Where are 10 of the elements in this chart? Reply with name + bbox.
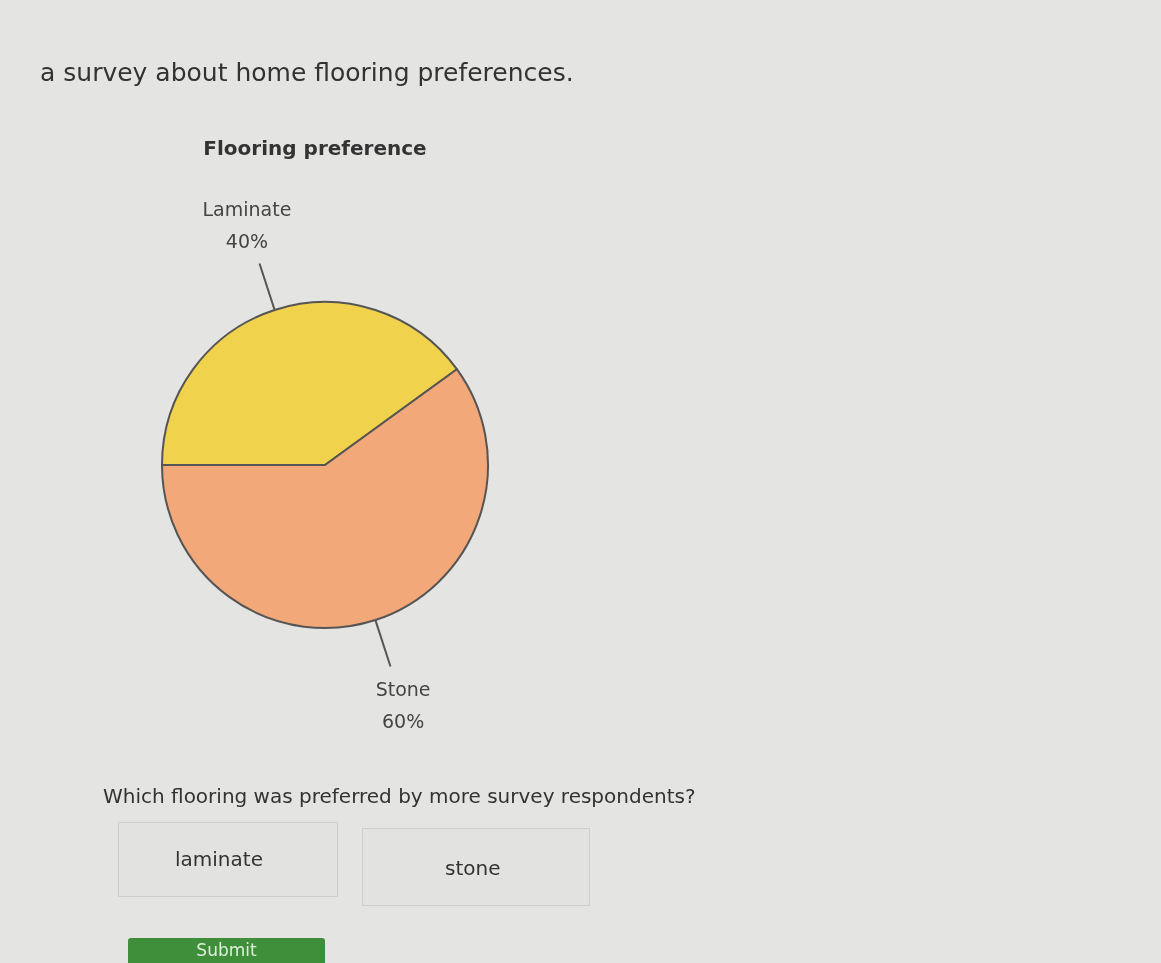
data-label: 60% [381, 710, 425, 733]
answer-button: laminate [118, 822, 338, 897]
submit-button: Submit [128, 938, 325, 963]
answer-button: stone [362, 828, 590, 906]
chart-title: Flooring preference [203, 136, 427, 160]
text: a survey about home flooring preferences. [40, 58, 574, 87]
slice-label: Laminate [202, 197, 292, 220]
slice-label: Stone [375, 678, 431, 701]
data-label: 40% [225, 229, 269, 252]
text: Which flooring was preferred by more survey respondents? [103, 784, 696, 808]
